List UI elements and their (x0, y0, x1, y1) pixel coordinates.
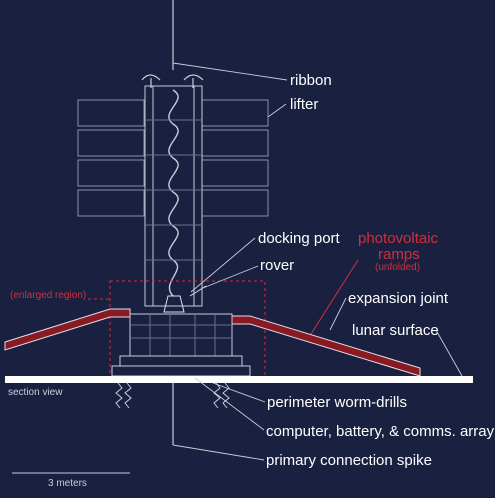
label-primary-spike: primary connection spike (266, 452, 432, 469)
label-lifter: lifter (290, 96, 318, 113)
lifter-column (144, 85, 203, 307)
label-scale-bar: 3 meters (48, 478, 87, 489)
label-photovoltaic: photovoltaic (358, 230, 439, 247)
label-computer-battery: computer, battery, & comms. array (266, 423, 495, 440)
label-rover: rover (260, 257, 294, 274)
label-lunar-surface: lunar surface (352, 322, 439, 339)
perimeter-worm-drills (115, 382, 230, 409)
label-unfolded: (unfolded) (375, 262, 420, 273)
label-docking-port: docking port (258, 230, 341, 247)
photovoltaic-leader (310, 259, 359, 335)
lunar-surface-bar (5, 376, 473, 383)
base-platform (111, 285, 251, 377)
label-ramps: ramps (378, 246, 420, 263)
lifter-side-panels (77, 99, 269, 217)
label-ribbon: ribbon (290, 72, 332, 89)
label-expansion-joint: expansion joint (348, 290, 449, 307)
dish-antennas (141, 74, 204, 88)
label-enlarged-region: (enlarged region) (10, 290, 86, 301)
label-section-view: section view (8, 387, 63, 398)
label-perimeter-worm-drills: perimeter worm-drills (267, 394, 407, 411)
left-photovoltaic-ramp (4, 308, 131, 351)
leader-lines (172, 62, 463, 461)
